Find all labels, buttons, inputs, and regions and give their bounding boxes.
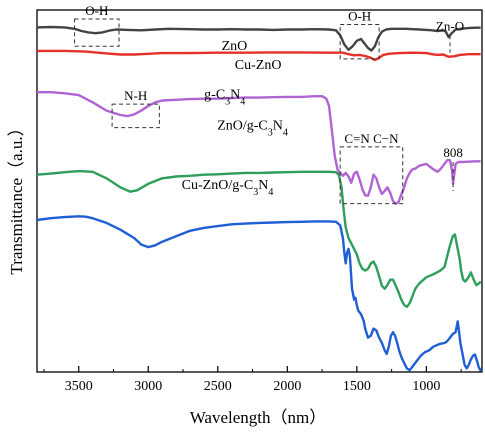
plot-frame <box>36 9 483 373</box>
x-tick-label: 1500 <box>343 379 371 394</box>
annotation-layer: O-H O-H Zn-O N-H C=N C−N 808 <box>74 3 464 205</box>
annotation-label: N-H <box>124 88 147 103</box>
x-tick-label: 1000 <box>412 379 440 394</box>
annotation-label: C=N C−N <box>344 131 399 146</box>
x-axis-label: Wavelength（nm） <box>190 408 327 427</box>
annotation-label: O-H <box>348 8 371 23</box>
series-label: Cu-ZnO/g-C3N4 <box>182 178 274 198</box>
frame-layer: 3500 3000 2500 2000 1500 1000 <box>36 9 483 394</box>
x-tick-label: 2500 <box>204 379 232 394</box>
series-layer <box>36 25 483 372</box>
series-line <box>36 169 482 308</box>
x-tick-label: 3000 <box>134 379 162 394</box>
series-label: ZnO/g-C3N4 <box>217 118 288 138</box>
series-label: Cu-ZnO <box>235 58 282 73</box>
series-line <box>37 49 481 62</box>
annotation-label: O-H <box>85 3 108 18</box>
annotation-label: 808 <box>443 145 463 160</box>
series-line <box>36 25 481 52</box>
annotation-box <box>111 103 160 129</box>
series-line <box>37 91 481 205</box>
y-axis-label: Transmittance（a.u.） <box>7 119 26 274</box>
x-tick-label: 3500 <box>65 379 93 394</box>
series-label: ZnO <box>222 39 248 54</box>
x-tick-label: 2000 <box>273 379 301 394</box>
annotation-box <box>339 23 380 60</box>
annotation-box <box>74 18 120 47</box>
annotation-label: Zn-O <box>436 18 464 33</box>
label-layer: ZnO Cu-ZnO g-C3N4 ZnO/g-C3N4 Cu-ZnO/g-C3N4 <box>182 39 288 198</box>
annotation-box <box>339 146 404 205</box>
series-line <box>36 215 483 372</box>
series-label: g-C3N4 <box>204 88 245 108</box>
